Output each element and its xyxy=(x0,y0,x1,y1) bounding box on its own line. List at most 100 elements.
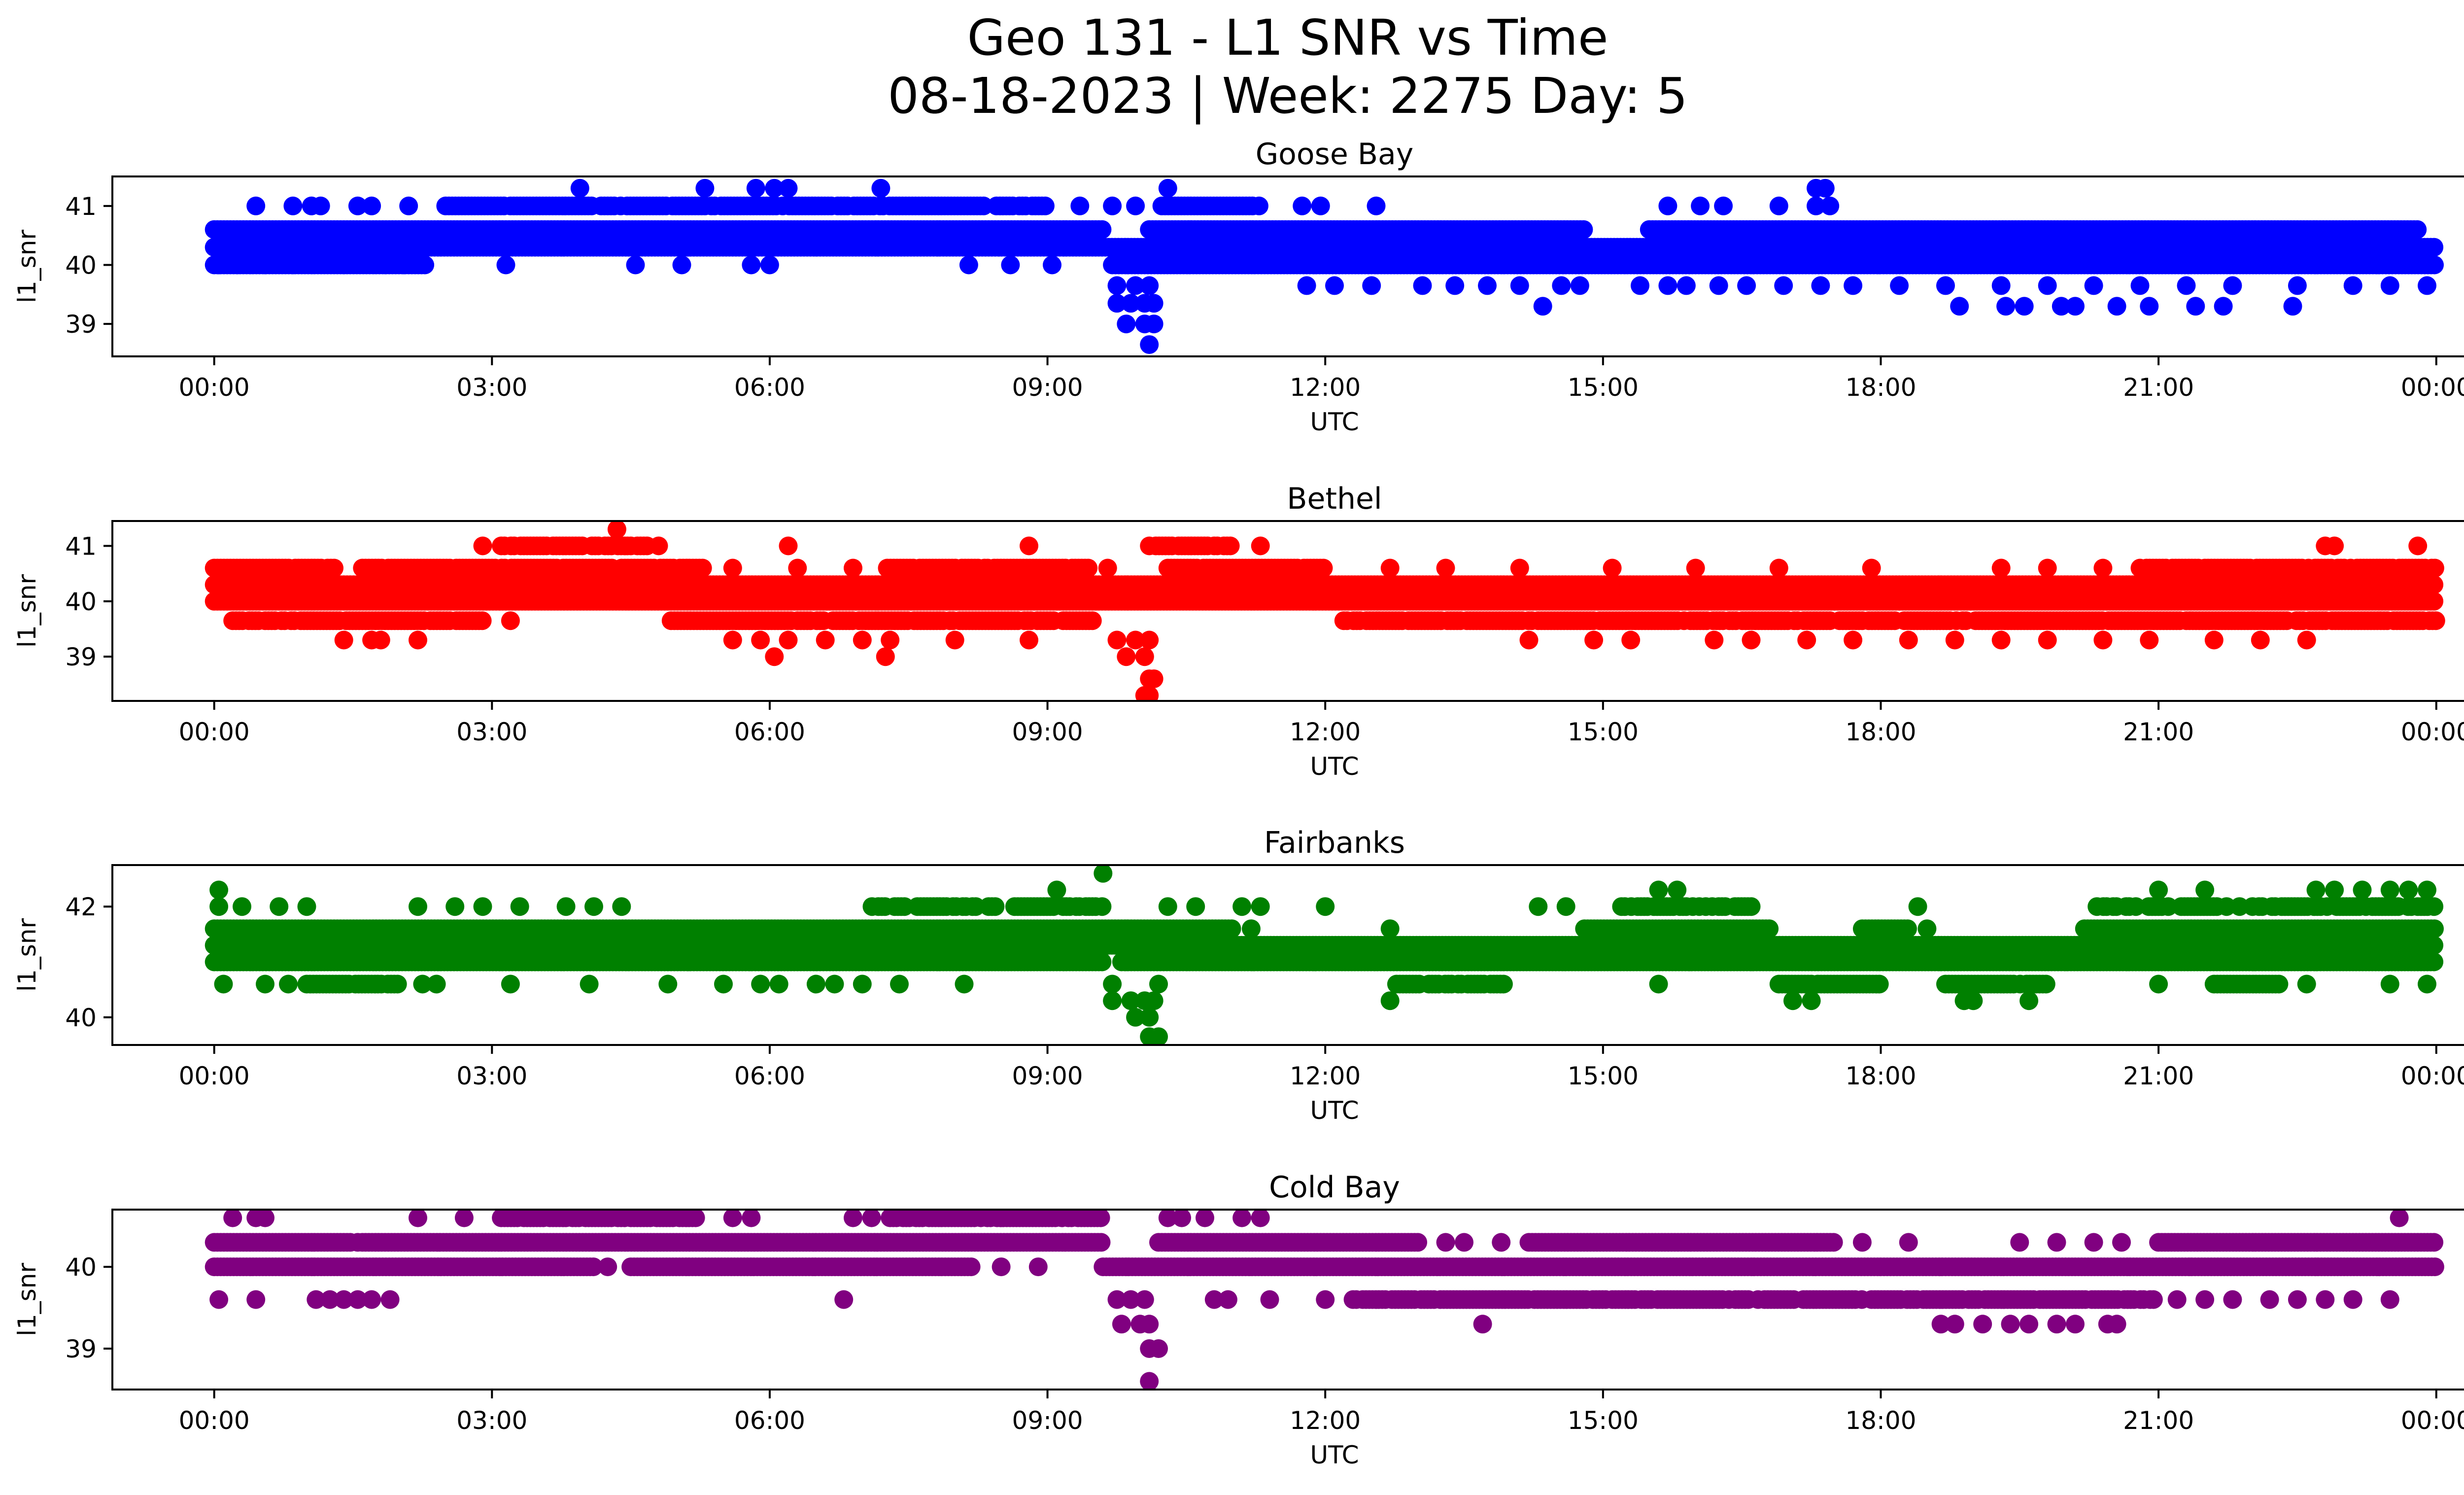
data-point xyxy=(334,255,353,275)
x-tick-label: 12:00 xyxy=(1290,373,1361,402)
data-point xyxy=(1222,919,1241,939)
data-point xyxy=(1098,575,1117,594)
data-point xyxy=(1714,196,1733,215)
data-point xyxy=(765,178,784,198)
x-tick-label: 18:00 xyxy=(1845,718,1916,746)
x-tick-label: 00:00 xyxy=(179,718,250,746)
data-point xyxy=(1144,669,1164,689)
data-point xyxy=(1945,630,1964,650)
data-point xyxy=(473,611,492,630)
data-point xyxy=(1574,220,1593,239)
data-point xyxy=(760,255,779,275)
data-point xyxy=(959,255,978,275)
data-point xyxy=(1820,196,1840,215)
data-point xyxy=(723,558,742,578)
data-point xyxy=(1950,297,1969,316)
data-point xyxy=(1445,276,1465,295)
data-point xyxy=(1117,314,1136,334)
y-tick-label: 41 xyxy=(65,192,97,221)
data-point xyxy=(1413,276,1432,295)
x-tick-label: 00:00 xyxy=(2401,718,2464,746)
x-tick-label: 06:00 xyxy=(734,373,805,402)
data-point xyxy=(1367,196,1386,215)
scatter-points xyxy=(205,178,2444,354)
data-point xyxy=(746,178,765,198)
data-point xyxy=(2140,630,2159,650)
axes-frame xyxy=(111,175,2464,357)
data-point xyxy=(1510,558,1529,578)
data-point xyxy=(1631,276,1649,295)
data-point xyxy=(1658,196,1677,215)
data-point xyxy=(501,611,520,630)
x-axis-label: UTC xyxy=(1310,408,1359,436)
data-point xyxy=(1807,178,1825,198)
data-point xyxy=(1552,276,1571,295)
data-point xyxy=(2283,297,2302,316)
data-point xyxy=(473,536,492,556)
data-point xyxy=(1093,220,1112,239)
data-point xyxy=(2288,276,2307,295)
panel-goose-bay: 00:00 03:00 06:00 09:00 12:00 15:00 18:00 21:00… xyxy=(13,137,2464,436)
x-tick-label: 00:00 xyxy=(2401,373,2464,402)
data-point xyxy=(2093,630,2113,650)
x-tick-label: 21:00 xyxy=(2123,373,2194,402)
data-point xyxy=(2425,575,2444,594)
data-point xyxy=(751,630,770,650)
data-point xyxy=(409,630,427,650)
data-point xyxy=(1035,196,1055,215)
data-point xyxy=(1121,294,1140,313)
data-point xyxy=(1769,558,1788,578)
data-point xyxy=(1140,276,1159,295)
y-tick-label: 39 xyxy=(65,643,97,671)
data-point xyxy=(2325,536,2344,556)
data-point xyxy=(779,178,798,198)
data-point xyxy=(945,630,964,650)
data-point xyxy=(1769,196,1788,215)
data-point xyxy=(1510,276,1529,295)
data-point xyxy=(1107,630,1127,650)
data-point xyxy=(723,630,742,650)
data-point xyxy=(2380,276,2399,295)
data-point xyxy=(1297,276,1316,295)
data-point xyxy=(742,255,761,275)
data-point xyxy=(1126,276,1145,295)
data-point xyxy=(1249,196,1268,215)
data-point xyxy=(1709,276,1728,295)
data-point xyxy=(2425,238,2444,257)
x-tick-label: 09:00 xyxy=(1012,718,1083,746)
data-point xyxy=(1991,630,2011,650)
x-axis-label: UTC xyxy=(1310,752,1359,781)
data-point xyxy=(2015,297,2034,316)
data-point xyxy=(1844,630,1863,650)
data-point xyxy=(246,196,266,215)
data-point xyxy=(371,630,390,650)
data-point xyxy=(1144,314,1164,334)
data-point xyxy=(2084,276,2103,295)
data-point xyxy=(2214,297,2233,316)
axes-frame xyxy=(111,520,2464,702)
data-point xyxy=(1991,276,2011,295)
figure-title-line2: 08-18-2023 | Week: 2275 Day: 5 xyxy=(888,67,1688,125)
data-point xyxy=(876,647,895,666)
data-point xyxy=(2426,611,2445,630)
data-point xyxy=(1603,558,1622,578)
data-point xyxy=(399,196,418,215)
data-point xyxy=(881,630,900,650)
data-point xyxy=(1135,647,1154,666)
x-tick-label: 21:00 xyxy=(2123,718,2194,746)
x-tick-label: 12:00 xyxy=(1290,718,1361,746)
data-point xyxy=(1807,196,1825,215)
data-point xyxy=(1742,630,1761,650)
data-point xyxy=(2186,297,2205,316)
data-point xyxy=(1737,276,1756,295)
subplot-title: Goose Bay xyxy=(1256,137,1414,172)
data-point xyxy=(1899,630,1918,650)
data-point xyxy=(1705,630,1724,650)
data-point xyxy=(1991,558,2011,578)
data-point xyxy=(1936,276,1955,295)
data-point xyxy=(816,630,835,650)
data-point xyxy=(1107,294,1127,313)
data-point xyxy=(626,255,645,275)
panel-fairbanks: 00:00 03:00 06:00 09:00 12:00 15:00 18:00 21:00… xyxy=(13,826,2464,1125)
data-point xyxy=(1135,686,1154,701)
